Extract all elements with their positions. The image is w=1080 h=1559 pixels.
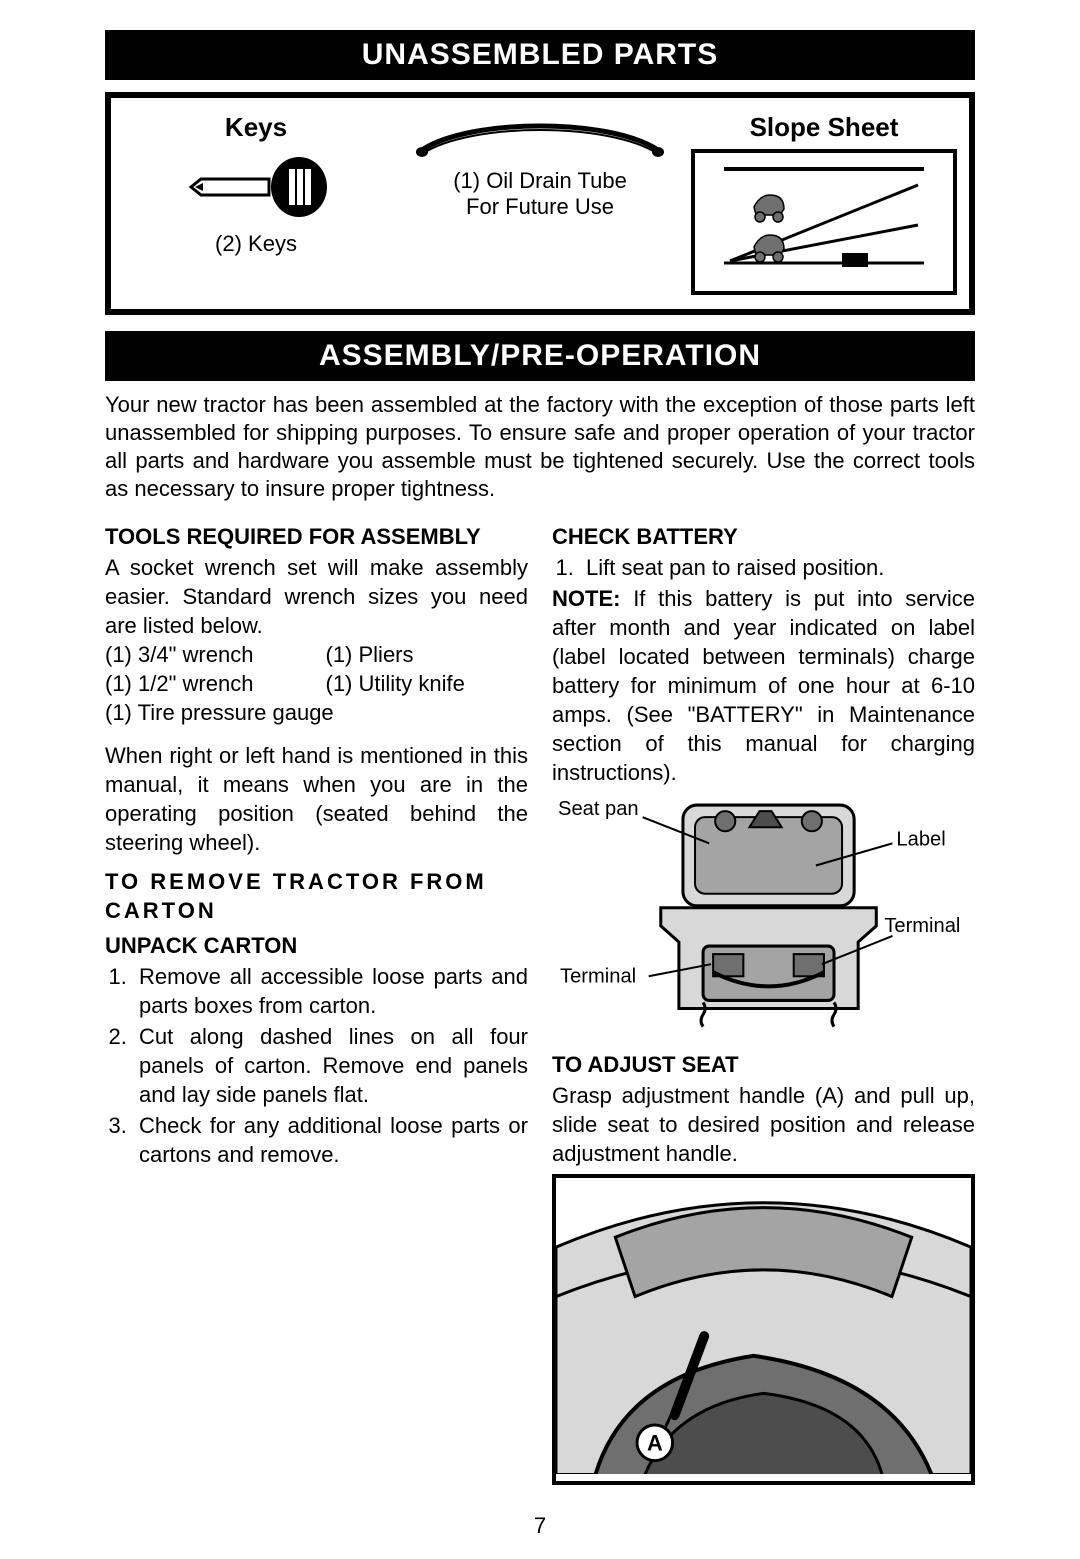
page-number: 7 (105, 1513, 975, 1539)
right-column: CHECK BATTERY Lift seat pan to raised po… (552, 516, 975, 1486)
tool-item: (1) Utility knife (326, 669, 529, 698)
check-battery-heading: CHECK BATTERY (552, 522, 975, 551)
seat-adjust-figure: A (552, 1174, 975, 1485)
keys-qty: (2) Keys (123, 231, 389, 257)
intro-paragraph: Your new tractor has been assembled at t… (105, 391, 975, 504)
tools-list: (1) 3/4" wrench (1) Pliers (1) 1/2" wren… (105, 640, 528, 698)
note-label: NOTE: (552, 586, 620, 611)
banner-unassembled-parts: UNASSEMBLED PARTS (105, 30, 975, 80)
list-item: Lift seat pan to raised position. (580, 553, 975, 582)
label-seat-pan: Seat pan (558, 798, 639, 820)
list-item: Cut along dashed lines on all four panel… (133, 1022, 528, 1109)
oil-drain-tube-icon (410, 120, 670, 160)
unpack-steps: Remove all accessible loose parts and pa… (105, 962, 528, 1169)
label-terminal-left: Terminal (560, 965, 636, 987)
seat-adjust-icon: A (556, 1178, 971, 1474)
seat-pan-diagram-icon: Seat pan Label Terminal Terminal (552, 795, 975, 1037)
slope-title: Slope Sheet (691, 112, 957, 143)
adjust-seat-body: Grasp adjustment handle (A) and pull up,… (552, 1081, 975, 1168)
adjust-seat-heading: TO ADJUST SEAT (552, 1050, 975, 1079)
tool-item: (1) Pliers (326, 640, 529, 669)
parts-keys-col: Keys (2) Keys (119, 106, 393, 263)
check-battery-steps: Lift seat pan to raised position. (552, 553, 975, 582)
keys-title: Keys (123, 112, 389, 143)
label-a: A (647, 1430, 663, 1455)
banner-assembly-preop: ASSEMBLY/PRE-OPERATION (105, 331, 975, 381)
tool-item: (1) 1/2" wrench (105, 669, 308, 698)
slope-sheet-icon (724, 167, 924, 277)
parts-slope-col: Slope Sheet (687, 106, 961, 301)
label-terminal-right: Terminal (884, 915, 960, 937)
remove-heading: TO REMOVE TRACTOR FROM CARTON (105, 867, 528, 925)
tools-heading: TOOLS REQUIRED FOR ASSEMBLY (105, 522, 528, 551)
tube-line1: (1) Oil Drain Tube (407, 168, 673, 194)
list-item: Check for any additional loose parts or … (133, 1111, 528, 1169)
tube-line2: For Future Use (407, 194, 673, 220)
list-item: Remove all accessible loose parts and pa… (133, 962, 528, 1020)
battery-note: NOTE: If this battery is put into servic… (552, 584, 975, 787)
left-column: TOOLS REQUIRED FOR ASSEMBLY A socket wre… (105, 516, 528, 1486)
hand-note: When right or left hand is mentioned in … (105, 741, 528, 857)
note-body: If this battery is put into service afte… (552, 586, 975, 785)
battery-figure: Seat pan Label Terminal Terminal (552, 795, 975, 1044)
slope-sheet-box (691, 149, 957, 295)
tools-intro: A socket wrench set will make assembly e… (105, 553, 528, 640)
label-label: Label (896, 828, 945, 850)
tool-item: (1) Tire pressure gauge (105, 698, 528, 727)
tool-item: (1) 3/4" wrench (105, 640, 308, 669)
content-columns: TOOLS REQUIRED FOR ASSEMBLY A socket wre… (105, 516, 975, 1486)
parts-tube-col: (1) Oil Drain Tube For Future Use (403, 106, 677, 226)
key-icon (181, 151, 331, 223)
parts-box: Keys (2) Keys (1) Oil Drain Tube For Fut… (105, 92, 975, 315)
unpack-heading: UNPACK CARTON (105, 931, 528, 960)
